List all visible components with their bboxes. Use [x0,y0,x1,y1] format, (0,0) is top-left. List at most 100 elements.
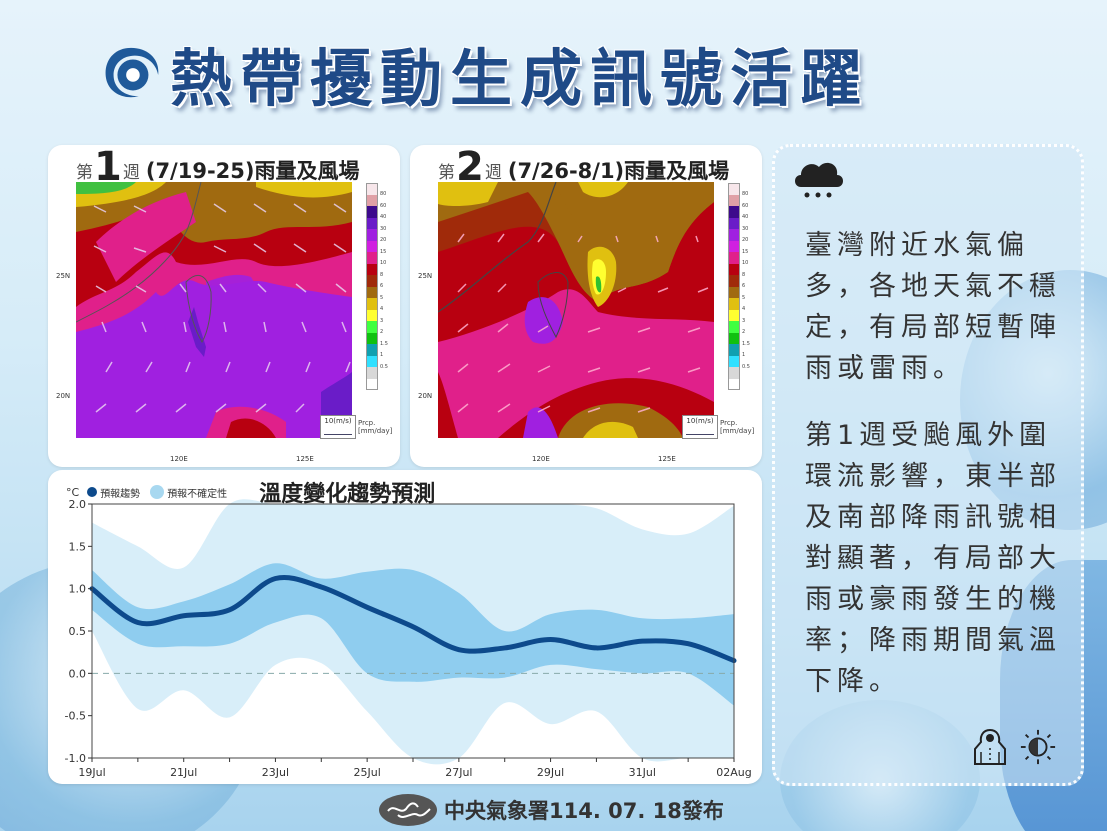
colorbar-tick: 3 [742,317,746,324]
map-date-range: (7/19-25)雨量及風場 [145,159,360,183]
temperature-trend-chart-card: 2.0 1.5 1.0 0.5 0.0 -0.5 -1.0 19Jul 21Jul 23Jul 25… [48,470,762,784]
y-axis-unit: °C [66,485,80,499]
colorbar-tick: 30 [742,225,749,232]
raincoat-icon [974,728,1006,765]
svg-text:-0.5: -0.5 [65,710,86,723]
week-number: 2 [456,144,484,190]
svg-text:1.0: 1.0 [69,583,87,596]
colorbar-tick: 6 [742,283,746,289]
colorbar-tick: 20 [742,237,749,243]
svg-text:25Jul: 25Jul [354,766,381,779]
colorbar-ticks: 80 60 40 30 20 15 10 8 6 5 4 3 2 1.5 1 0.5 [380,183,402,370]
svg-text:29Jul: 29Jul [537,766,564,779]
colorbar-unit-label: Prcp. [mm/day] [358,419,392,435]
svg-text:02Aug: 02Aug [716,766,751,779]
page-title: 熱帶擾動生成訊號活躍 [170,42,871,115]
longitude-label: 125E [658,455,676,463]
wind-reference-vector: 10(m/s) [682,415,718,439]
map-date-range: (7/26-8/1)雨量及風場 [507,159,730,183]
legend-label: 預報不確定性 [167,488,228,500]
svg-text:0.5: 0.5 [69,625,87,638]
colorbar-tick: 10 [380,260,387,266]
footer: 中央氣象署114. 07. 18發布 [378,791,724,829]
legend-label: 預報趨勢 [100,488,141,500]
colorbar-tick: 10 [742,260,749,266]
rain-cloud-icon [795,162,843,198]
colorbar-tick: 1.5 [742,340,750,347]
svg-text:0.0: 0.0 [69,667,87,680]
svg-text:31Jul: 31Jul [629,766,656,779]
week1-map-card: 第 1 週 (7/19-25)雨量及風場 [48,145,400,467]
colorbar-tick: 3 [380,317,384,324]
colorbar-tick: 1.5 [380,340,388,347]
colorbar-tick: 60 [380,202,387,209]
latitude-label: 20N [56,392,71,400]
longitude-label: 120E [532,455,550,463]
colorbar-unit-line: [mm/day] [720,427,755,435]
colorbar-tick: 2 [380,329,384,335]
longitude-label: 120E [170,455,188,463]
colorbar-tick: 4 [742,306,746,312]
colorbar-ticks: 80 60 40 30 20 15 10 8 6 5 4 3 2 1.5 1 0.5 [742,183,764,370]
colorbar-unit-label: Prcp. [mm/day] [720,419,754,435]
colorbar-tick: 20 [380,237,387,243]
legend-item-trend: 預報趨勢 [87,485,140,500]
uncertainty-band [92,563,734,706]
colorbar-tick: 40 [742,214,749,220]
cwa-logo-icon [379,794,437,826]
legend-dot-icon [150,485,165,499]
colorbar-tick: 1 [380,352,384,358]
colorbar-tick: 4 [380,306,384,312]
svg-text:27Jul: 27Jul [445,766,472,779]
precipitation-colorbar [728,183,740,390]
wind-reference-vector: 10(m/s) [320,415,356,439]
colorbar-tick: 80 [380,191,387,197]
chart-legend: °C 預報趨勢 預報不確定性 溫度變化趨勢預測 [66,476,435,508]
precipitation-colorbar [366,183,378,390]
map-title: 第 1 週 (7/19-25)雨量及風場 [76,147,359,187]
colorbar-unit-line: Prcp. [358,419,376,427]
latitude-label: 25N [56,272,71,280]
forecast-summary-panel: 臺灣附近水氣偏多，各地天氣不穩定，有局部短暫陣雨或雷雨。 第1週受颱風外圍環流影… [772,144,1084,786]
svg-text:23Jul: 23Jul [262,766,289,779]
colorbar-tick: 5 [380,294,384,301]
week2-map-card: 第 2 週 (7/26-8/1)雨量及風場 [410,145,762,467]
weather-icons [971,727,1057,767]
svg-text:2.0: 2.0 [69,498,87,511]
week-number: 1 [94,144,122,190]
map-title-suffix: 週 [122,163,140,183]
svg-text:21Jul: 21Jul [170,766,197,779]
summary-paragraph-2: 第1週受颱風外圍環流影響，東半部及南部降雨訊號相對顯著，有局部大雨或豪雨發生的機… [805,420,1061,697]
colorbar-tick: 2 [742,329,746,335]
map-title-prefix: 第 [438,163,455,183]
rainfall-wind-map [438,182,714,438]
colorbar-tick: 5 [742,294,746,301]
colorbar-tick: 30 [380,225,387,232]
wind-reference-label: 10(m/s) [686,417,714,425]
trend-line [89,575,737,664]
svg-text:1.5: 1.5 [69,540,87,553]
summary-paragraph-1: 臺灣附近水氣偏多，各地天氣不穩定，有局部短暫陣雨或雷雨。 [805,230,1061,384]
colorbar-tick: 0.5 [742,363,750,370]
colorbar-tick: 1 [742,352,746,358]
arrow-right-icon [686,427,714,435]
svg-text:-1.0: -1.0 [65,752,86,765]
map-title-suffix: 週 [484,163,502,183]
map-title-prefix: 第 [76,163,93,183]
colorbar-tick: 80 [742,191,749,197]
publish-info: 中央氣象署114. 07. 18發布 [444,799,724,823]
legend-item-uncertainty: 預報不確定性 [150,485,227,500]
longitude-label: 125E [296,455,314,463]
colorbar-unit-line: [mm/day] [358,427,393,435]
latitude-label: 20N [418,392,433,400]
colorbar-tick: 6 [380,283,384,289]
latitude-label: 25N [418,272,433,280]
arrow-right-icon [324,427,352,435]
legend-dot-icon [87,487,98,497]
svg-text:19Jul: 19Jul [78,766,105,779]
half-sun-icon [1020,729,1056,765]
page-header: 熱帶擾動生成訊號活躍 [100,28,870,118]
colorbar-tick: 0.5 [380,363,388,370]
colorbar-tick: 15 [742,248,749,255]
